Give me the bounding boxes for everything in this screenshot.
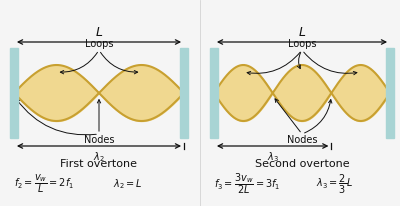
Text: Nodes: Nodes xyxy=(84,135,114,145)
Bar xyxy=(180,48,188,138)
Bar xyxy=(210,48,218,138)
Text: $\lambda_3 = \dfrac{2}{3}L$: $\lambda_3 = \dfrac{2}{3}L$ xyxy=(316,172,353,195)
Text: $\lambda_2$: $\lambda_2$ xyxy=(93,150,105,164)
Text: $f_2 = \dfrac{v_w}{L} = 2f_1$: $f_2 = \dfrac{v_w}{L} = 2f_1$ xyxy=(14,173,74,195)
Bar xyxy=(386,48,394,138)
Text: L: L xyxy=(298,26,306,39)
Bar xyxy=(10,48,18,138)
Text: Loops: Loops xyxy=(288,39,316,49)
Text: $f_3 = \dfrac{3v_w}{2L} = 3f_1$: $f_3 = \dfrac{3v_w}{2L} = 3f_1$ xyxy=(214,172,280,196)
Text: $\lambda_2 = L$: $\lambda_2 = L$ xyxy=(113,177,142,191)
Text: First overtone: First overtone xyxy=(60,159,138,169)
Text: Loops: Loops xyxy=(85,39,113,49)
Text: Nodes: Nodes xyxy=(287,135,317,145)
Text: $\lambda_3$: $\lambda_3$ xyxy=(267,150,279,164)
Text: Second overtone: Second overtone xyxy=(255,159,349,169)
Text: L: L xyxy=(96,26,102,39)
